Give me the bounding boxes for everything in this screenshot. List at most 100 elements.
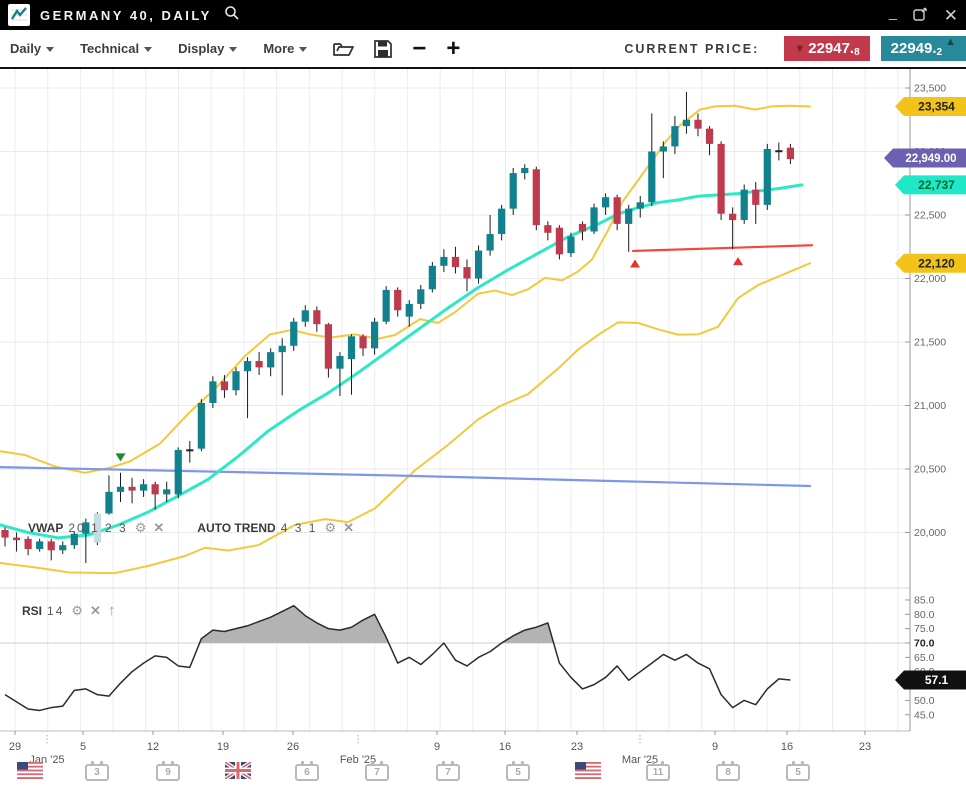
indicator-lines-layer — [0, 104, 814, 575]
chevron-down-icon — [299, 46, 308, 52]
bid-price-badge: ▼ 22947. 8 — [784, 36, 870, 61]
calendar-event-icon[interactable]: 5 — [506, 761, 530, 781]
us-flag-icon[interactable] — [17, 762, 43, 780]
menu-technical[interactable]: Technical — [80, 41, 153, 56]
save-icon[interactable] — [374, 39, 393, 58]
title-bar: GERMANY 40, DAILY _ ✕ — [0, 0, 966, 30]
menu-more[interactable]: More — [263, 41, 308, 56]
toolbar: Daily Technical Display More − + CURRENT… — [0, 30, 966, 69]
price-badge: 22,120 — [895, 253, 966, 273]
calendar-event-icon[interactable]: 7 — [436, 761, 460, 781]
calendar-event-icon[interactable]: 5 — [786, 761, 810, 781]
price-badge: 23,354 — [895, 97, 966, 117]
svg-text:75.0: 75.0 — [914, 623, 935, 635]
chart-title: GERMANY 40, DAILY — [40, 7, 212, 23]
close-icon[interactable]: ✕ — [153, 520, 165, 535]
svg-text:9: 9 — [712, 741, 718, 753]
svg-text:20,000: 20,000 — [914, 527, 946, 539]
svg-text:65.0: 65.0 — [914, 652, 935, 664]
rsi-indicator-label: RSI 14 ⚙ ✕ ↑ — [22, 602, 116, 619]
autotrend-indicator-label: AUTO TREND 4 3 1 ⚙ ✕ — [197, 520, 354, 535]
us-flag-icon — [17, 762, 43, 780]
price-badge: 22,737 — [895, 175, 966, 195]
signal-markers-layer — [115, 257, 743, 462]
svg-text:22,737: 22,737 — [918, 178, 955, 192]
svg-text:57.1: 57.1 — [925, 673, 949, 687]
open-folder-icon[interactable] — [333, 40, 355, 57]
gear-icon[interactable]: ⚙ — [71, 602, 84, 618]
arrow-down-icon: ▼ — [794, 42, 806, 55]
gear-icon[interactable]: ⚙ — [134, 520, 147, 535]
chevron-down-icon — [229, 46, 238, 52]
calendar-event-icon[interactable]: 6 — [295, 761, 319, 781]
svg-text:80.0: 80.0 — [914, 609, 935, 621]
close-icon[interactable]: ✕ — [343, 520, 354, 535]
svg-text:26: 26 — [287, 741, 299, 753]
svg-text:23: 23 — [571, 741, 583, 753]
svg-text:23: 23 — [859, 741, 871, 753]
svg-text:Mar '25: Mar '25 — [622, 754, 658, 766]
svg-text:22,500: 22,500 — [914, 210, 946, 222]
zoom-in-button[interactable]: + — [446, 34, 461, 62]
indicator-labels-row: VWAP 20 1 2 3 ⚙ ✕ AUTO TREND 4 3 1 ⚙ ✕ — [28, 520, 387, 536]
svg-text:85.0: 85.0 — [914, 594, 935, 606]
chart-area[interactable]: 23,50023,00022,50022,00021,50021,00020,5… — [0, 69, 966, 784]
vwap-indicator-label: VWAP 20 1 2 3 ⚙ ✕ — [28, 520, 165, 535]
triangle-up-marker — [733, 257, 743, 266]
minimize-button[interactable]: _ — [888, 4, 897, 20]
zoom-out-button[interactable]: − — [412, 34, 427, 62]
calendar-event-icon[interactable]: 7 — [365, 761, 389, 781]
economic-calendar-row: 3 9 6 7 7 5 11 8 5 — [0, 760, 910, 784]
svg-text:70.0: 70.0 — [914, 638, 935, 650]
chevron-down-icon — [46, 46, 55, 52]
svg-text:50.0: 50.0 — [914, 695, 935, 707]
expand-up-icon[interactable]: ↑ — [107, 602, 116, 619]
svg-text:9: 9 — [434, 741, 440, 753]
price-badge: 22,949.00 — [884, 148, 966, 168]
svg-text:21,500: 21,500 — [914, 337, 946, 349]
rsi-layer — [4, 604, 791, 712]
close-button[interactable]: ✕ — [943, 5, 958, 25]
svg-text:29: 29 — [9, 741, 21, 753]
svg-text:12: 12 — [147, 741, 159, 753]
candles-layer — [1, 91, 794, 563]
price-badge: 57.1 — [895, 670, 966, 690]
svg-text:Feb '25: Feb '25 — [340, 754, 376, 766]
current-price-zone: CURRENT PRICE: ▼ 22947. 8 22949. 2 ▲ — [624, 36, 966, 61]
svg-text:22,949.00: 22,949.00 — [905, 153, 956, 165]
ask-price-badge: 22949. 2 ▲ — [880, 36, 966, 61]
svg-text:5: 5 — [80, 741, 86, 753]
uk-flag-icon[interactable] — [223, 760, 253, 781]
popout-button[interactable] — [913, 7, 928, 24]
search-icon[interactable] — [224, 5, 240, 26]
us-flag-icon — [575, 762, 601, 780]
chevron-down-icon — [144, 46, 153, 52]
svg-text:23,500: 23,500 — [914, 83, 946, 95]
uk-flag-icon — [223, 760, 253, 781]
svg-text:21,000: 21,000 — [914, 400, 946, 412]
triangle-up-marker — [630, 259, 640, 268]
us-flag-icon[interactable] — [575, 762, 601, 780]
svg-text:20,500: 20,500 — [914, 464, 946, 476]
svg-text:22,000: 22,000 — [914, 273, 946, 285]
svg-text:23,354: 23,354 — [918, 100, 955, 114]
svg-text:19: 19 — [217, 741, 229, 753]
calendar-event-icon[interactable]: 8 — [716, 761, 740, 781]
calendar-event-icon[interactable]: 11 — [646, 761, 670, 781]
svg-text:45.0: 45.0 — [914, 709, 935, 721]
calendar-event-icon[interactable]: 9 — [156, 761, 180, 781]
svg-text:16: 16 — [499, 741, 511, 753]
menu-display[interactable]: Display — [178, 41, 238, 56]
grid-layer — [0, 69, 910, 732]
triangle-down-marker — [115, 453, 126, 462]
close-icon[interactable]: ✕ — [90, 602, 101, 618]
menu-daily[interactable]: Daily — [10, 41, 55, 56]
app-logo-icon — [8, 4, 30, 26]
chart-canvas[interactable]: 23,50023,00022,50022,00021,50021,00020,5… — [0, 69, 966, 784]
gear-icon[interactable]: ⚙ — [324, 520, 337, 535]
current-price-label: CURRENT PRICE: — [624, 41, 760, 56]
arrow-up-icon: ▲ — [945, 36, 956, 48]
svg-text:22,120: 22,120 — [918, 256, 955, 270]
calendar-event-icon[interactable]: 3 — [85, 761, 109, 781]
